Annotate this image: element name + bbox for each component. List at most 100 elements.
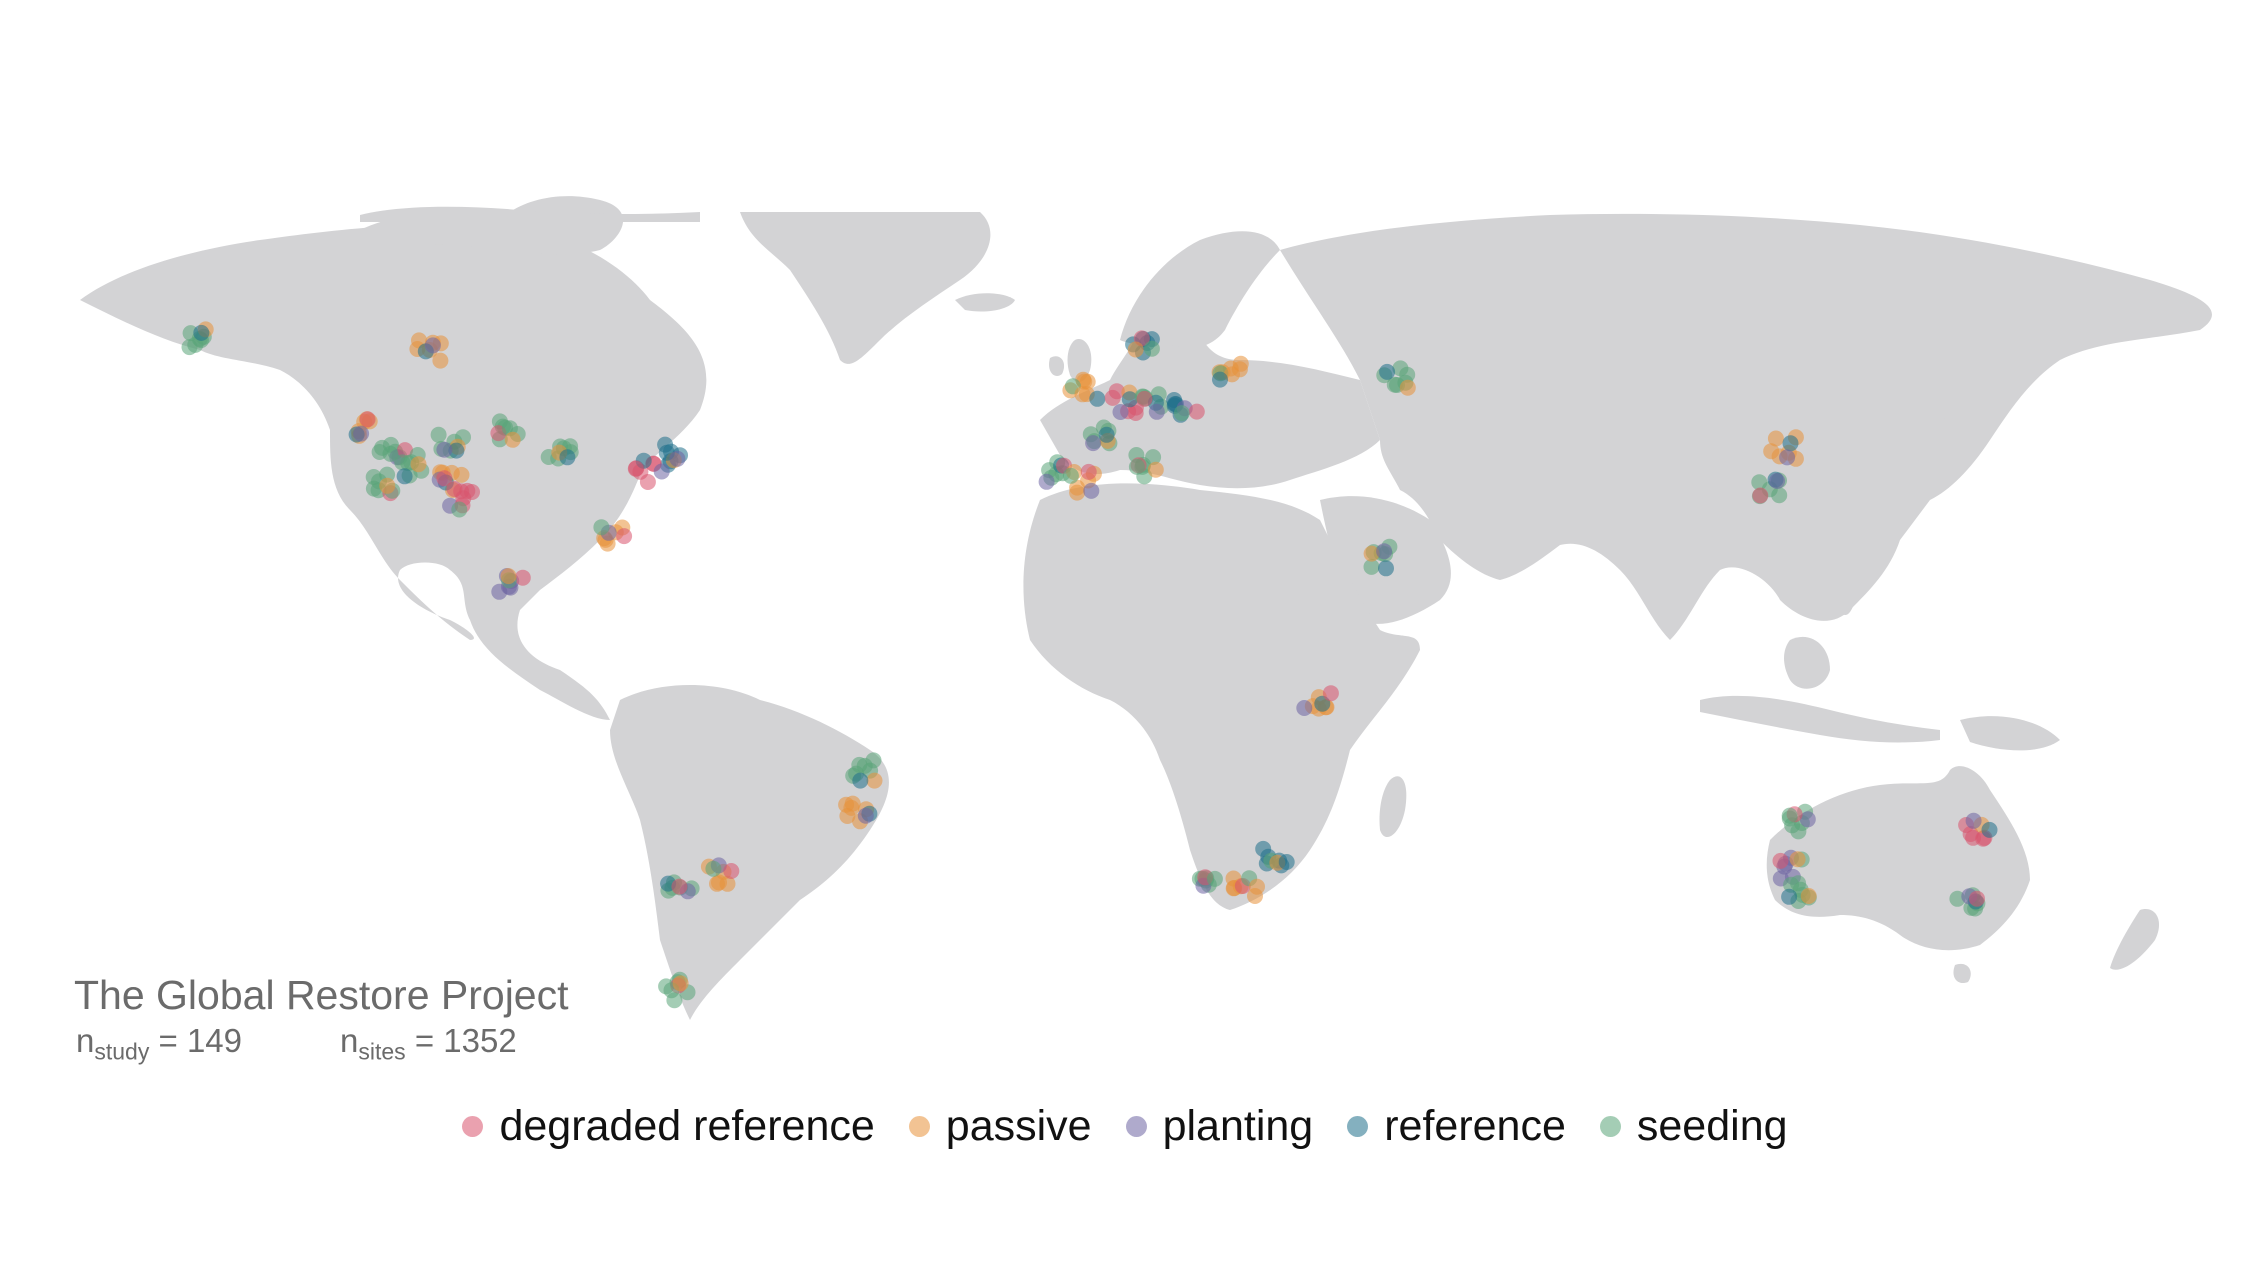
arctic-north [360, 206, 700, 222]
legend-item-seeding: seeding [1599, 1102, 1788, 1151]
study-count: nstudy = 149 [76, 1022, 242, 1066]
site-marker-passive [1399, 379, 1416, 396]
site-marker-degraded-reference [359, 411, 376, 428]
site-marker-passive [1127, 341, 1144, 358]
site-marker-degraded-reference [1969, 890, 1985, 907]
site-marker-passive [1224, 366, 1240, 383]
legend-item-planting: planting [1125, 1102, 1314, 1151]
site-marker-planting [1779, 449, 1796, 466]
site-marker-degraded-reference [723, 863, 740, 879]
site-marker-seeding [382, 445, 399, 462]
scandinavia [1120, 231, 1280, 348]
europe [1040, 303, 1380, 489]
site-marker-planting [1148, 403, 1165, 420]
madagascar [1379, 776, 1407, 838]
site-marker-passive [500, 568, 517, 585]
study-n-sub: study [94, 1038, 150, 1065]
site-marker-planting [424, 337, 441, 354]
greenland [740, 212, 991, 364]
site-marker-passive [1074, 386, 1091, 403]
map-title: The Global Restore Project [74, 972, 569, 1018]
site-marker-seeding [1949, 890, 1966, 907]
iceland [955, 293, 1015, 312]
borneo [1784, 636, 1830, 689]
site-marker-passive [1147, 461, 1164, 478]
legend-item-degraded-reference: degraded reference [462, 1102, 875, 1151]
site-marker-reference [1121, 391, 1138, 408]
site-marker-degraded-reference [1136, 390, 1153, 407]
site-marker-planting [1038, 473, 1055, 490]
philippines [1838, 559, 1856, 615]
site-marker-passive [410, 456, 427, 473]
site-marker-passive [844, 795, 861, 812]
site-marker-degraded-reference [436, 470, 453, 487]
site-marker-seeding [1781, 807, 1798, 824]
sites-n-sub: sites [358, 1038, 406, 1065]
site-marker-degraded-reference [1104, 389, 1121, 406]
site-marker-reference [1278, 854, 1295, 870]
site-marker-seeding [365, 480, 382, 497]
legend-swatch-passive [908, 1116, 930, 1137]
site-marker-passive [1767, 430, 1784, 447]
legend-swatch-reference [1347, 1116, 1369, 1137]
africa [1023, 483, 1420, 910]
site-marker-passive [1249, 878, 1265, 895]
site-marker-degraded-reference [397, 442, 413, 459]
site-marker-passive [1800, 888, 1817, 904]
site-marker-seeding [593, 519, 610, 536]
site-marker-seeding [705, 860, 722, 877]
site-marker-degraded-reference [671, 878, 688, 895]
site-marker-seeding [365, 469, 382, 485]
legend-label-reference: reference [1384, 1102, 1566, 1150]
site-marker-planting [669, 450, 686, 467]
site-marker-passive [1363, 545, 1380, 562]
legend: degraded reference passive planting refe… [0, 1102, 2250, 1151]
site-marker-reference [1781, 888, 1798, 905]
site-marker-reference [396, 468, 413, 485]
site-marker-planting [1083, 482, 1100, 499]
site-marker-passive [432, 352, 449, 369]
sites-count: nsites = 1352 [340, 1022, 517, 1066]
site-marker-reference [1212, 371, 1228, 388]
asia [1280, 213, 2212, 641]
japan [1918, 416, 1956, 479]
new-zealand [2110, 909, 2160, 970]
site-marker-reference [1782, 435, 1799, 452]
site-marker-seeding [430, 426, 447, 443]
study-n-label: n [76, 1022, 95, 1059]
site-marker-passive [866, 772, 883, 789]
legend-item-passive: passive [908, 1102, 1092, 1151]
site-marker-planting [1769, 473, 1786, 489]
site-marker-planting [857, 807, 874, 824]
site-markers [181, 321, 1998, 1009]
new-guinea [1960, 716, 2060, 751]
site-marker-passive [711, 874, 727, 891]
legend-swatch-degraded-reference [462, 1116, 484, 1137]
ireland [1049, 356, 1065, 377]
site-marker-seeding [1392, 360, 1409, 377]
site-marker-reference [559, 449, 576, 466]
site-marker-seeding [187, 336, 204, 353]
site-marker-degraded-reference [1772, 852, 1789, 869]
site-marker-degraded-reference [1752, 487, 1769, 504]
site-marker-seeding [1128, 458, 1145, 475]
site-marker-planting [353, 425, 370, 442]
site-marker-planting [1085, 435, 1102, 452]
legend-label-planting: planting [1162, 1102, 1314, 1150]
site-marker-passive [1763, 443, 1780, 460]
site-marker-reference [852, 772, 869, 789]
sites-n-label: n [340, 1022, 359, 1059]
site-marker-seeding [1206, 870, 1223, 887]
legend-label-seeding: seeding [1636, 1102, 1788, 1150]
site-marker-seeding [451, 501, 468, 518]
sites-n-value: = 1352 [414, 1022, 517, 1059]
site-marker-reference [1378, 560, 1394, 577]
site-marker-degraded-reference [616, 528, 633, 545]
site-marker-reference [1379, 363, 1396, 380]
site-marker-planting [1799, 811, 1816, 828]
canadian-arctic [360, 196, 624, 255]
site-marker-passive [672, 975, 689, 992]
site-marker-planting [1296, 700, 1313, 716]
south-america [610, 685, 889, 1020]
site-marker-passive [379, 477, 396, 494]
